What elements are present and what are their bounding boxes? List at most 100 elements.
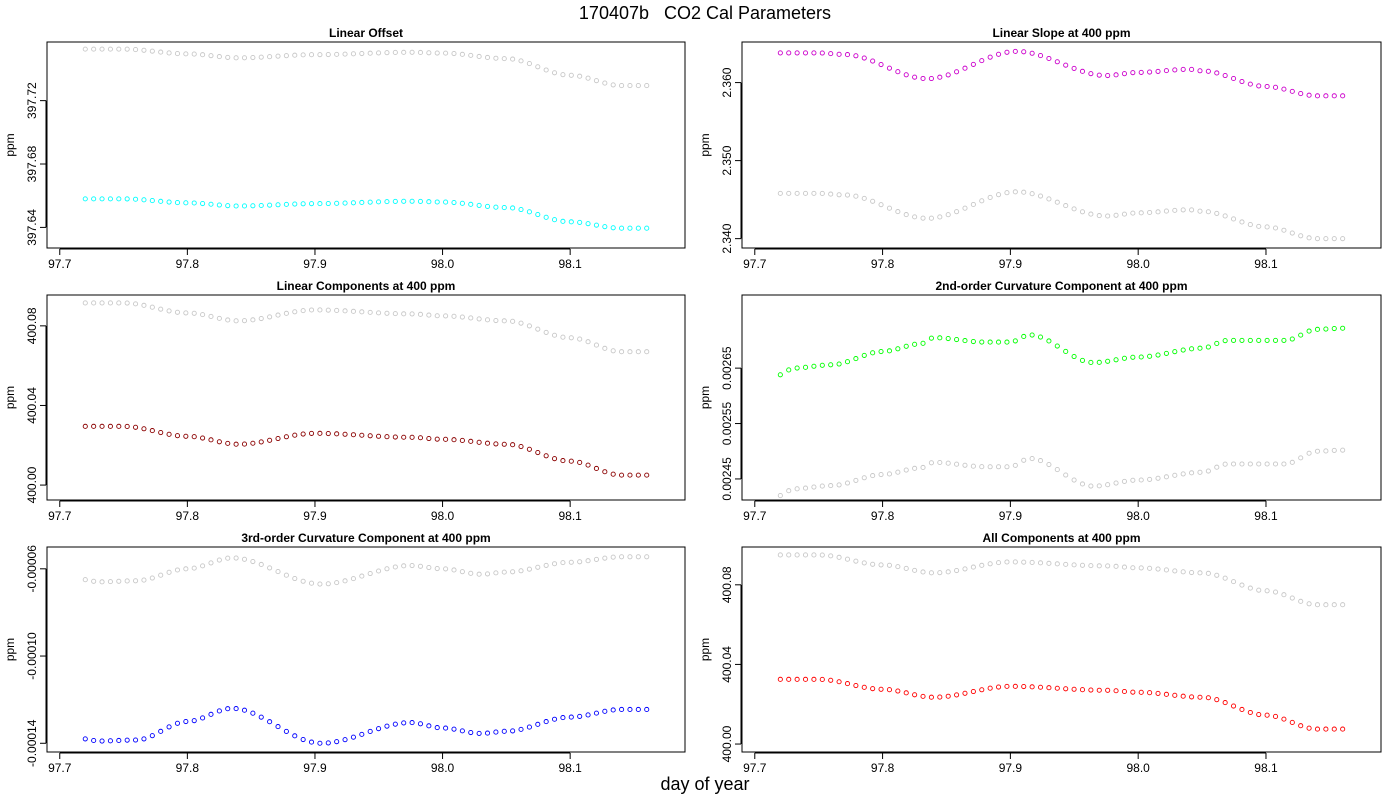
x-tick-label: 97.9 [999, 509, 1023, 523]
y-tick-label: 0.00245 [720, 457, 734, 501]
plot-frame [46, 41, 686, 249]
data-point [1147, 69, 1153, 75]
data-point [233, 555, 239, 561]
data-point [895, 688, 901, 694]
data-point [426, 723, 432, 729]
data-point [510, 205, 516, 211]
data-point [1096, 563, 1102, 569]
data-point [945, 460, 951, 466]
data-point [1046, 461, 1052, 468]
data-point [1331, 447, 1337, 453]
data-point [794, 552, 800, 558]
plot-frame [741, 41, 1382, 249]
data-point [258, 54, 264, 60]
data-point [878, 61, 884, 68]
data-point [1029, 332, 1035, 338]
data-point [459, 437, 465, 443]
data-point [962, 566, 968, 572]
data-point [1205, 570, 1211, 576]
data-point [836, 361, 842, 367]
data-point [1189, 66, 1195, 72]
data-point [426, 50, 432, 56]
data-point [124, 196, 130, 202]
data-point [158, 728, 164, 734]
x-tick-label: 98.1 [1254, 257, 1278, 271]
data-point [1172, 349, 1178, 355]
data-point [443, 199, 449, 205]
data-point [794, 365, 800, 371]
data-point [267, 565, 273, 571]
data-point [300, 52, 306, 58]
y-axis-label: ppm [698, 638, 712, 661]
data-point [954, 209, 960, 215]
data-point [443, 725, 449, 731]
data-point [250, 55, 256, 61]
data-point [844, 192, 851, 198]
data-point [392, 434, 398, 440]
data-point [1012, 462, 1018, 468]
data-point [585, 339, 591, 345]
chart-panel-1: Linear Offset ppm 97.7 97.8 97.9 98.0 98.1 397.… [3, 26, 686, 271]
data-point [417, 311, 424, 317]
data-point [560, 334, 566, 340]
data-point [1314, 236, 1321, 242]
data-point [359, 432, 365, 438]
data-point [158, 49, 164, 55]
data-point [1247, 337, 1253, 343]
data-point [376, 199, 382, 205]
data-point [451, 567, 457, 573]
data-point [376, 568, 382, 574]
data-point [107, 46, 113, 52]
data-point [610, 554, 616, 560]
data-point [794, 50, 800, 56]
data-point [1155, 209, 1161, 215]
data-point [342, 51, 348, 57]
data-point [1331, 93, 1337, 99]
data-point [124, 423, 130, 430]
data-point [979, 198, 985, 204]
series-reference [82, 46, 650, 89]
data-point [1214, 697, 1220, 703]
data-point [1021, 333, 1027, 340]
data-point [1222, 575, 1228, 581]
data-point [300, 308, 306, 314]
data-point [526, 446, 532, 452]
data-point [619, 83, 625, 89]
data-point [367, 728, 373, 735]
data-point [996, 464, 1002, 470]
data-point [300, 201, 306, 207]
data-point [920, 215, 926, 221]
data-point [1205, 468, 1211, 474]
x-tick-label: 97.9 [303, 509, 327, 523]
data-point [1046, 560, 1052, 566]
data-point [334, 739, 340, 745]
data-point [342, 578, 348, 584]
data-point [451, 313, 457, 319]
data-point [342, 737, 348, 743]
data-point [861, 55, 867, 61]
data-point [484, 203, 491, 209]
data-point [1239, 337, 1245, 343]
data-point [501, 728, 507, 734]
data-point [1205, 68, 1211, 74]
data-point [233, 203, 239, 209]
data-point [1088, 359, 1094, 366]
y-tick-label: 397.68 [25, 145, 39, 182]
data-point [878, 202, 884, 208]
plot-frame [741, 546, 1382, 753]
data-point [493, 441, 499, 447]
data-point [233, 318, 239, 324]
data-point [1189, 207, 1195, 213]
data-point [619, 225, 625, 231]
data-point [191, 718, 197, 724]
data-point [384, 50, 390, 56]
data-point [802, 50, 809, 56]
data-point [870, 198, 876, 204]
data-point [1239, 461, 1245, 467]
data-point [1096, 213, 1102, 219]
data-point [1272, 589, 1279, 595]
data-point [996, 339, 1002, 345]
data-point [635, 554, 641, 560]
data-point [962, 690, 968, 696]
data-point [443, 436, 449, 442]
